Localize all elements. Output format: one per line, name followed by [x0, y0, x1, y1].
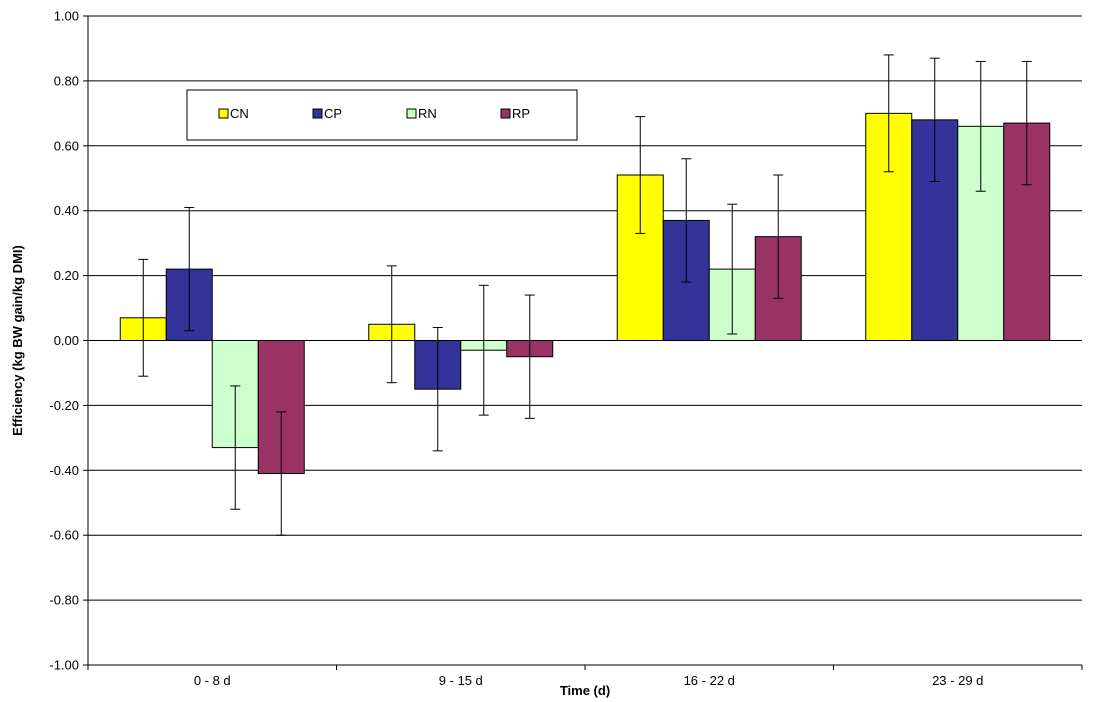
y-tick-label: 1.00	[54, 9, 79, 24]
error-bar	[1021, 60, 1032, 186]
error-bar	[386, 265, 397, 384]
bar-cn	[616, 174, 664, 341]
legend-swatch	[406, 108, 417, 119]
y-tick-label: -0.60	[49, 528, 79, 543]
error-bar	[230, 385, 241, 510]
axis-layer: 1.00 0.80 0.60 0.40 0.20 0.00 -0.20 -0.40 -0.60 -…	[49, 9, 1083, 688]
y-tick-label: 0.20	[54, 268, 79, 283]
error-bar	[727, 203, 738, 335]
legend-label: RP	[512, 106, 530, 121]
x-axis-title: Time (d)	[560, 683, 610, 698]
error-bar	[929, 57, 940, 182]
error-bar	[773, 174, 784, 299]
legend-swatch	[312, 108, 323, 119]
error-bar	[883, 54, 894, 173]
error-bar	[432, 327, 443, 452]
y-tick-label: 0.40	[54, 203, 79, 218]
y-tick-label: 0.80	[54, 73, 79, 88]
legend-label: CP	[324, 106, 342, 121]
legend-item-cp: CP	[312, 106, 342, 121]
error-bar-layer	[138, 54, 1032, 536]
legend-label: RN	[418, 106, 437, 121]
error-bar	[975, 60, 986, 192]
y-tick-label: -0.40	[49, 463, 79, 478]
legend-item-cn: CN	[218, 106, 249, 121]
legend-swatch	[500, 108, 511, 119]
legend-item-rp: RP	[500, 106, 530, 121]
error-bar	[635, 116, 646, 234]
y-tick-label: 0.00	[54, 333, 79, 348]
x-tick-label: 0 - 8 d	[194, 673, 231, 688]
legend-box	[186, 89, 578, 141]
y-tick-label: 0.60	[54, 138, 79, 153]
error-bar	[276, 411, 287, 536]
legend-label: CN	[230, 106, 249, 121]
y-tick-label: -0.20	[49, 398, 79, 413]
legend-swatch	[218, 108, 229, 119]
y-axis-title: Efficiency (kg BW gain/kg DMI)	[10, 245, 25, 436]
bar-layer	[119, 112, 1051, 475]
error-bar	[478, 284, 489, 416]
error-bar	[681, 158, 692, 283]
legend: CN CP RN RP	[186, 89, 578, 141]
y-tick-label: -0.80	[49, 593, 79, 608]
x-tick-label: 9 - 15 d	[439, 673, 483, 688]
error-bar	[138, 258, 149, 377]
x-tick-label: 16 - 22 d	[684, 673, 735, 688]
legend-item-rn: RN	[406, 106, 437, 121]
x-tick-label: 23 - 29 d	[932, 673, 983, 688]
y-tick-label: -1.00	[49, 658, 79, 673]
error-bar	[524, 294, 535, 419]
error-bar	[184, 206, 195, 332]
